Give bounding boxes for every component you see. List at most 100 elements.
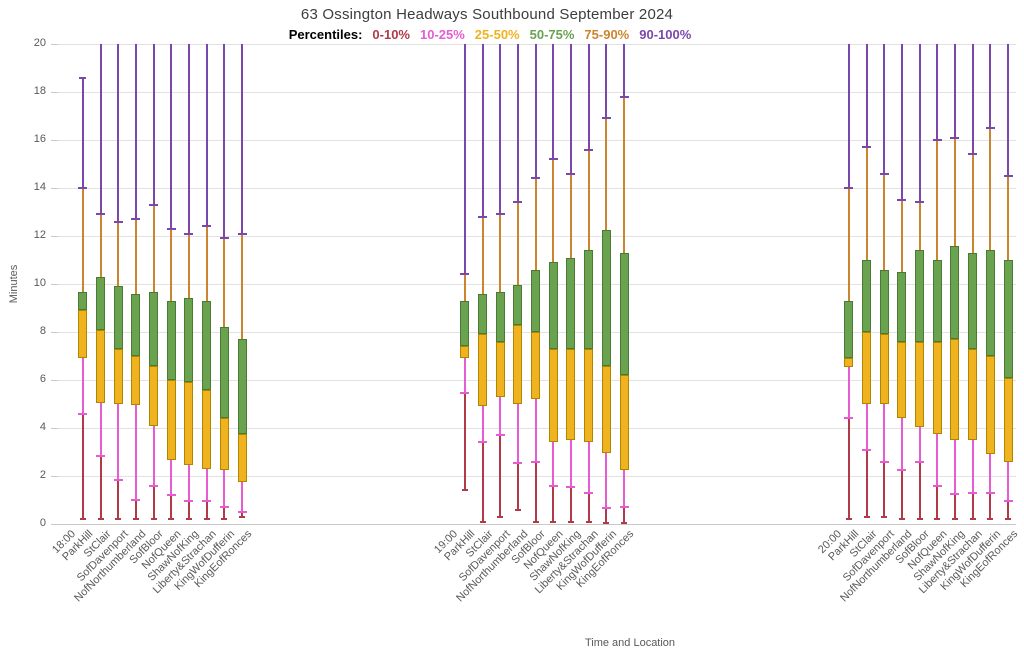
segment-10-25: [516, 404, 519, 463]
cap-p10: [985, 491, 995, 494]
cap-p90: [862, 146, 872, 149]
box-25-50: [131, 356, 141, 406]
y-tick-mark: [51, 332, 58, 333]
box-25-50: [478, 334, 488, 407]
y-tick-label: 6: [39, 373, 46, 385]
segment-10-25: [1007, 461, 1009, 502]
cap-p10: [131, 499, 141, 501]
box-50-75: [844, 300, 854, 359]
box-25-50: [950, 339, 960, 440]
segment-90-100: [918, 44, 921, 203]
box-50-75: [131, 293, 141, 356]
box-25-50: [566, 348, 576, 440]
segment-0-10: [989, 492, 992, 520]
cap-p10: [166, 494, 176, 497]
cap-p10: [513, 461, 523, 464]
box-50-75: [619, 252, 629, 376]
box-50-75: [237, 339, 247, 434]
cap-p90: [844, 187, 854, 189]
cap-min: [934, 518, 941, 521]
cap-min: [497, 515, 504, 518]
cap-p90: [219, 237, 229, 240]
cap-min: [881, 515, 888, 518]
segment-90-100: [847, 44, 850, 188]
segment-75-90: [134, 219, 137, 294]
cap-p10: [113, 478, 123, 481]
segment-10-25: [552, 442, 555, 486]
cap-min: [951, 518, 958, 521]
segment-10-25: [481, 406, 484, 443]
segment-0-10: [1007, 501, 1009, 520]
cap-p90: [548, 158, 558, 161]
legend-item-90-100pct: 90-100%: [639, 27, 692, 42]
box-25-50: [495, 341, 505, 397]
box-25-50: [932, 341, 942, 434]
cap-p10: [548, 484, 558, 487]
box-25-50: [968, 348, 978, 440]
cap-p90: [950, 136, 960, 139]
cap-p90: [985, 127, 995, 129]
segment-75-90: [152, 204, 155, 293]
segment-10-25: [499, 396, 502, 436]
box-25-50: [78, 310, 88, 359]
segment-75-90: [499, 214, 502, 293]
segment-0-10: [605, 508, 608, 523]
cap-min: [585, 520, 592, 523]
cap-p90: [897, 199, 907, 201]
segment-10-25: [463, 358, 466, 394]
segment-75-90: [552, 159, 555, 263]
cap-p10: [862, 448, 872, 451]
segment-0-10: [205, 501, 208, 520]
y-tick-mark: [51, 188, 58, 189]
cap-p90: [237, 232, 247, 235]
segment-10-25: [918, 426, 921, 462]
cap-p90: [584, 148, 594, 151]
cap-p10: [1003, 500, 1013, 503]
cap-p10: [566, 485, 576, 488]
cap-min: [532, 520, 539, 523]
segment-90-100: [936, 44, 939, 140]
segment-0-10: [134, 500, 137, 520]
segment-10-25: [989, 454, 992, 493]
segment-0-10: [499, 435, 502, 517]
segment-75-90: [99, 214, 102, 277]
cap-min: [461, 489, 468, 492]
box-25-50: [113, 348, 123, 404]
segment-90-100: [534, 44, 537, 179]
segment-75-90: [205, 226, 208, 301]
segment-75-90: [865, 147, 868, 260]
segment-10-25: [223, 470, 226, 508]
cap-p90: [915, 201, 925, 204]
cap-min: [479, 520, 486, 523]
cap-min: [603, 521, 610, 524]
cap-p90: [184, 232, 194, 235]
y-tick-mark: [51, 44, 58, 45]
cap-min: [132, 518, 139, 521]
segment-75-90: [953, 137, 956, 246]
cap-p10: [495, 434, 505, 437]
y-tick-mark: [51, 428, 58, 429]
segment-75-90: [569, 173, 572, 258]
cap-p10: [932, 484, 942, 487]
segment-90-100: [152, 44, 155, 205]
cap-min: [898, 518, 905, 521]
box-25-50: [915, 341, 925, 427]
cap-p90: [460, 273, 470, 276]
segment-10-25: [847, 366, 850, 419]
box-25-50: [619, 375, 629, 470]
segment-0-10: [971, 492, 974, 520]
segment-10-25: [605, 453, 608, 509]
cap-p10: [219, 506, 229, 509]
cap-p90: [78, 187, 88, 189]
cap-p90: [1003, 175, 1013, 177]
segment-10-25: [953, 440, 956, 494]
y-tick-mark: [51, 524, 58, 525]
box-50-75: [601, 230, 611, 366]
box-50-75: [862, 260, 872, 332]
cap-min: [567, 520, 574, 523]
segment-0-10: [936, 485, 939, 520]
cap-p90: [166, 227, 176, 230]
segment-90-100: [134, 44, 137, 220]
segment-10-25: [205, 468, 208, 502]
